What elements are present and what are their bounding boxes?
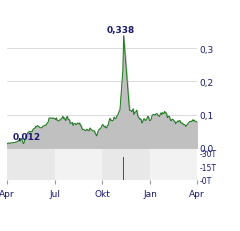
Bar: [123, 157, 124, 180]
Bar: [55, 150, 102, 180]
Text: 0,338: 0,338: [107, 26, 135, 35]
Bar: [7, 150, 55, 180]
Text: 0,012: 0,012: [13, 133, 41, 141]
Bar: [150, 150, 198, 180]
Bar: [102, 150, 150, 180]
